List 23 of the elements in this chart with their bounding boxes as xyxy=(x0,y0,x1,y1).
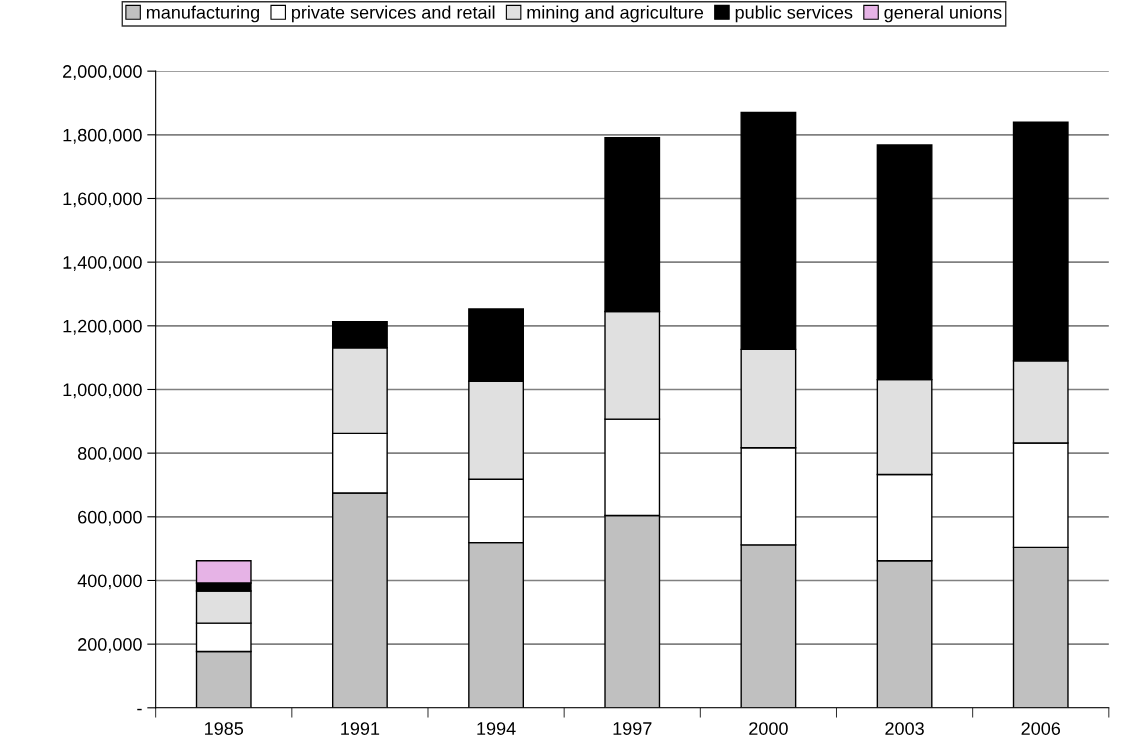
y-tick-label: 2,000,000 xyxy=(63,65,142,81)
y-tick-label: 1,800,000 xyxy=(63,128,142,144)
y-tick-label: 1,600,000 xyxy=(63,192,142,208)
y-tick-label: 200,000 xyxy=(78,638,142,653)
x-tick-label: 1997 xyxy=(613,722,652,735)
x-tick-label: 2003 xyxy=(885,722,924,735)
x-tick-label: 1994 xyxy=(477,722,516,735)
legend-label: manufacturing xyxy=(146,5,259,23)
x-tick-label: 1991 xyxy=(341,722,380,735)
x-tick-label: 2000 xyxy=(749,722,788,735)
y-tick-label: - xyxy=(137,708,142,711)
legend-label: mining and agriculture xyxy=(527,5,704,23)
y-tick-label: 600,000 xyxy=(78,510,142,526)
legend-label: general unions xyxy=(884,5,1002,23)
x-tick-label: 2006 xyxy=(1021,722,1061,735)
legend-label: public services xyxy=(735,5,853,23)
y-tick-label: 400,000 xyxy=(77,574,142,590)
y-tick-label: 1,000,000 xyxy=(63,383,142,399)
y-tick-label: 800,000 xyxy=(77,447,142,462)
x-tick-label: 1985 xyxy=(205,722,244,735)
y-tick-label: 1,200,000 xyxy=(63,319,142,335)
legend-label: private services and retail xyxy=(292,5,495,23)
y-tick-label: 1,400,000 xyxy=(63,256,142,271)
